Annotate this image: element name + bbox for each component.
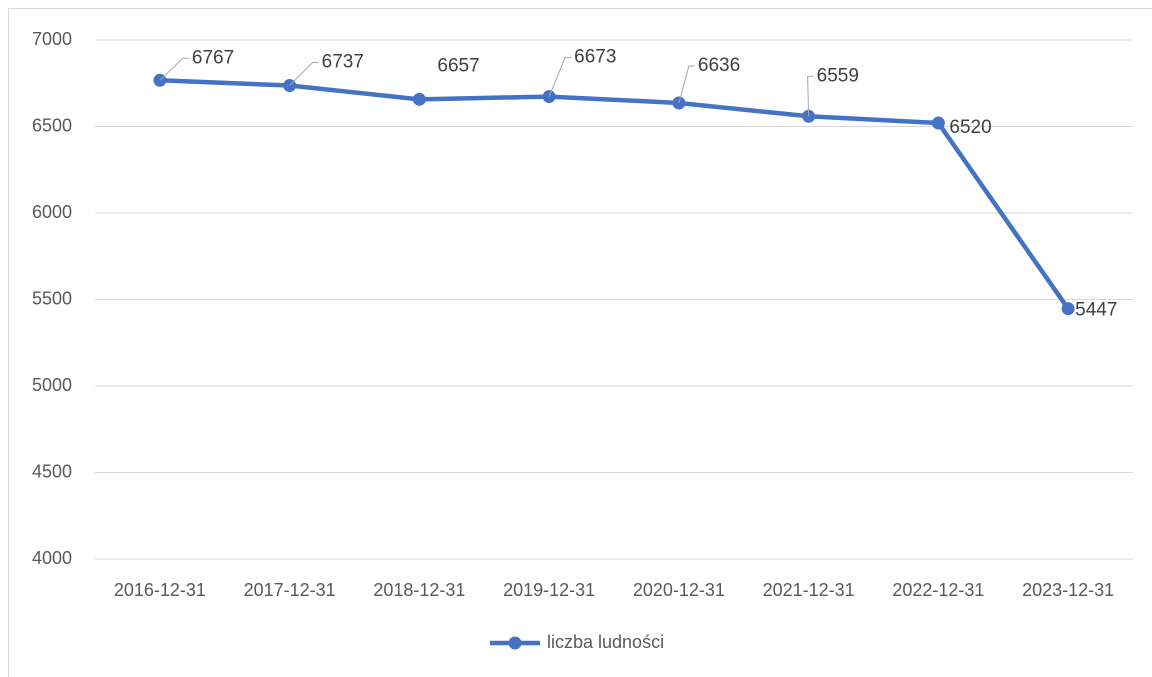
data-label: 6737: [322, 52, 364, 73]
data-label: 6657: [437, 55, 479, 76]
x-tick-label: 2021-12-31: [763, 580, 855, 600]
data-label: 6520: [949, 117, 991, 138]
data-label: 6767: [192, 47, 234, 68]
x-tick-label: 2020-12-31: [633, 580, 725, 600]
y-tick-label: 6500: [32, 115, 72, 135]
x-tick-label: 2018-12-31: [373, 580, 465, 600]
leader-line: [548, 57, 572, 97]
data-label: 5447: [1075, 300, 1117, 321]
legend-marker: [508, 636, 522, 650]
x-tick-label: 2019-12-31: [503, 580, 595, 600]
line: [159, 78, 1070, 310]
x-tick-label: 2023-12-31: [1022, 580, 1114, 600]
x-tick-label: 2017-12-31: [244, 580, 336, 600]
leader-line: [289, 61, 319, 86]
legend-label: liczba ludności: [547, 632, 664, 652]
y-tick-label: 4000: [32, 548, 72, 568]
y-tick-label: 5500: [32, 288, 72, 308]
leader-line: [807, 75, 814, 117]
y-tick-label: 6000: [32, 202, 72, 222]
chart-frame: [8, 8, 1152, 677]
leader-line: [159, 57, 189, 81]
marker: [412, 92, 426, 106]
x-tick-label: 2022-12-31: [892, 580, 984, 600]
x-tick-label: 2016-12-31: [114, 580, 206, 600]
marker: [931, 116, 945, 130]
y-tick-label: 5000: [32, 375, 72, 395]
y-tick-label: 4500: [32, 461, 72, 481]
data-label: 6673: [574, 47, 616, 68]
data-label: 6559: [817, 65, 859, 86]
marker: [1061, 302, 1075, 316]
leader-line: [678, 65, 695, 104]
data-label: 6636: [698, 55, 740, 76]
y-tick-label: 7000: [32, 29, 72, 49]
